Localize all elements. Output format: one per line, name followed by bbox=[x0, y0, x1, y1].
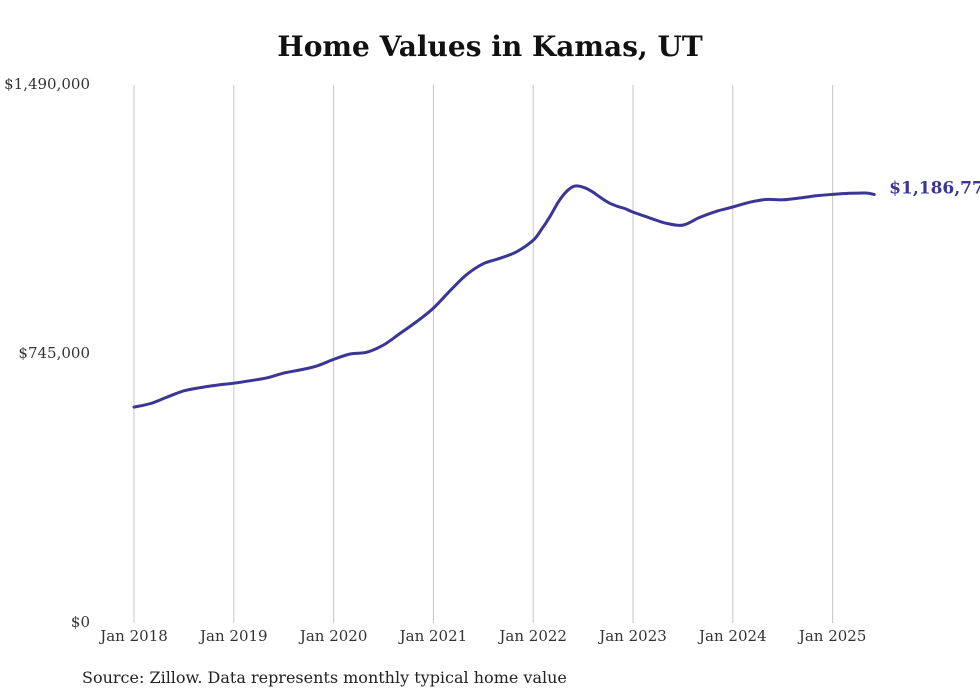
chart-title: Home Values in Kamas, UT bbox=[277, 30, 703, 63]
y-tick-label: $0 bbox=[71, 613, 90, 631]
end-label-layer: $1,186,770 bbox=[889, 178, 980, 198]
y-tick-label: $745,000 bbox=[18, 344, 90, 362]
x-tick-label: Jan 2024 bbox=[697, 627, 767, 645]
x-tick-label: Jan 2023 bbox=[597, 627, 667, 645]
y-axis-ticks: $0 $745,000 $1,490,000 bbox=[4, 75, 90, 631]
x-tick-label: Jan 2025 bbox=[797, 627, 867, 645]
x-tick-label: Jan 2021 bbox=[398, 627, 468, 645]
x-axis-ticks: Jan 2018 Jan 2019 Jan 2020 Jan 2021 Jan 2022… bbox=[98, 627, 866, 645]
source-note: Source: Zillow. Data represents monthly … bbox=[82, 668, 567, 687]
y-tick-label: $1,490,000 bbox=[4, 75, 90, 93]
grid-lines bbox=[133, 85, 834, 623]
x-tick-label: Jan 2020 bbox=[298, 627, 368, 645]
x-tick-label: Jan 2022 bbox=[497, 627, 567, 645]
x-tick-label: Jan 2018 bbox=[98, 627, 168, 645]
x-tick-label: Jan 2019 bbox=[198, 627, 268, 645]
series-line-0 bbox=[132, 184, 876, 409]
end-value-label: $1,186,770 bbox=[889, 178, 980, 198]
series-layer bbox=[132, 184, 876, 409]
